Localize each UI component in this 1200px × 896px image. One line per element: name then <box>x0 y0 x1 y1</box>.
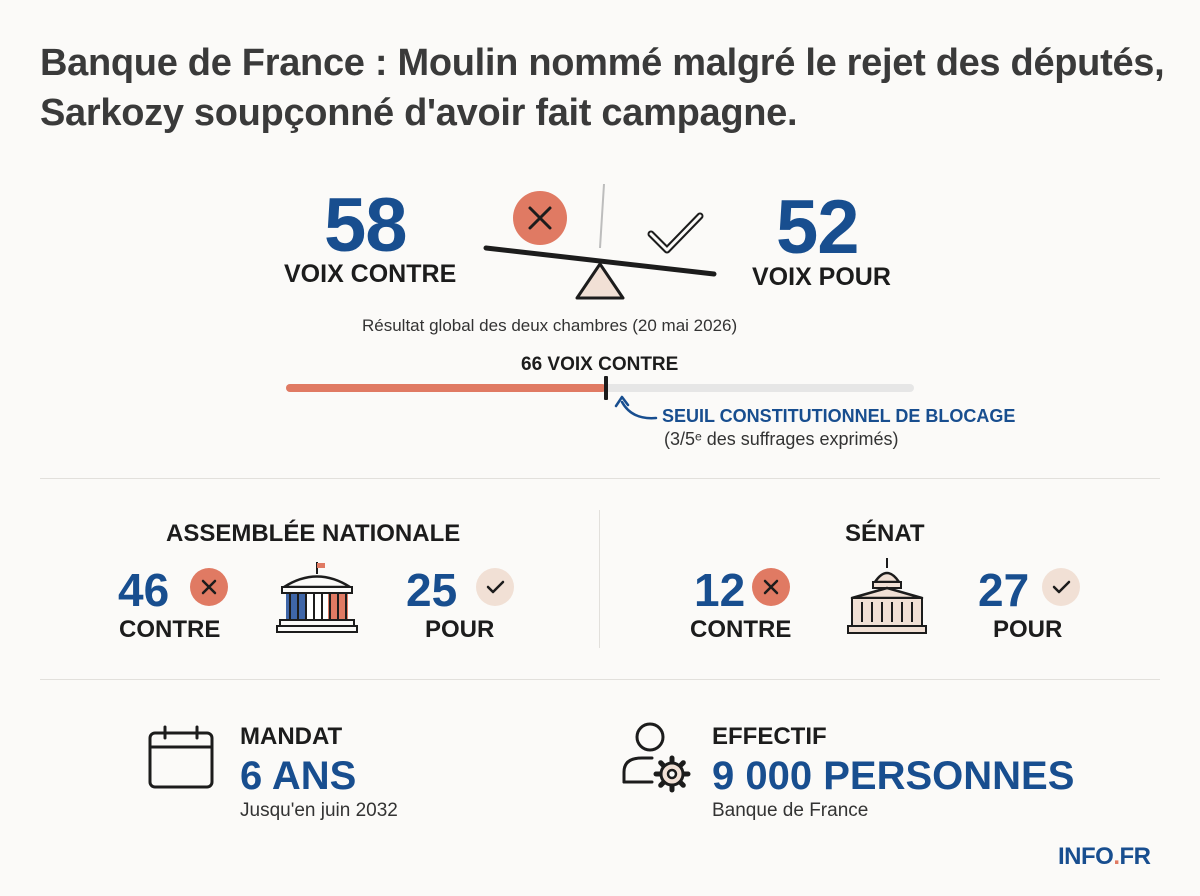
senat-contre-value: 12 <box>694 564 746 616</box>
assemblee-pour-label: POUR <box>425 616 495 643</box>
calendar-icon <box>148 725 214 789</box>
threshold-label: 66 VOIX CONTRE <box>521 354 679 375</box>
mandat-value: 6 ANS <box>240 754 357 798</box>
against-badge-icon <box>190 568 228 606</box>
curved-arrow-icon <box>614 395 658 420</box>
logo-tld: FR <box>1119 843 1152 870</box>
for-badge-icon <box>476 568 514 606</box>
global-caption: Résultat global des deux chambres (20 ma… <box>362 316 738 335</box>
divider-vertical <box>599 510 600 648</box>
logo-main: INFO <box>1058 843 1114 870</box>
against-badge-icon <box>752 568 790 606</box>
brand-logo: INFO.FR <box>1058 843 1151 871</box>
divider-bottom <box>40 679 1160 680</box>
divider-top <box>40 478 1160 479</box>
threshold-note: (3/5ᵉ des suffrages exprimés) <box>664 429 899 449</box>
threshold-marker <box>604 376 609 400</box>
threshold-title: SEUIL CONSTITUTIONNEL DE BLOCAGE <box>662 406 1016 426</box>
page-title: Banque de France : Moulin nommé malgré l… <box>40 42 1165 134</box>
logo-dot: . <box>1113 843 1120 870</box>
assemblee-contre-label: CONTRE <box>119 616 221 643</box>
balance-scale-icon <box>483 183 717 300</box>
mandat-label: MANDAT <box>240 723 343 750</box>
senat-pour-value: 27 <box>978 564 1030 616</box>
global-contre-value: 58 <box>324 183 408 268</box>
assemblee-title: ASSEMBLÉE NATIONALE <box>166 520 461 547</box>
threshold-fill <box>286 384 607 392</box>
senate-building-icon <box>847 558 927 634</box>
effectif-label: EFFECTIF <box>712 723 827 750</box>
global-pour-value: 52 <box>776 185 860 270</box>
senat-pour-label: POUR <box>993 616 1063 643</box>
effectif-value: 9 000 PERSONNES <box>712 754 1075 798</box>
assembly-building-icon <box>276 562 358 633</box>
assemblee-contre-value: 46 <box>118 564 170 616</box>
effectif-sub: Banque de France <box>712 800 869 821</box>
global-pour-label: VOIX POUR <box>752 263 891 291</box>
assemblee-pour-value: 25 <box>406 564 458 616</box>
user-gear-icon <box>622 722 691 793</box>
global-contre-label: VOIX CONTRE <box>284 260 457 288</box>
mandat-sub: Jusqu'en juin 2032 <box>240 800 398 821</box>
threshold-track <box>286 384 914 392</box>
senat-contre-label: CONTRE <box>690 616 792 643</box>
for-badge-icon <box>1042 568 1080 606</box>
senat-title: SÉNAT <box>845 520 925 547</box>
